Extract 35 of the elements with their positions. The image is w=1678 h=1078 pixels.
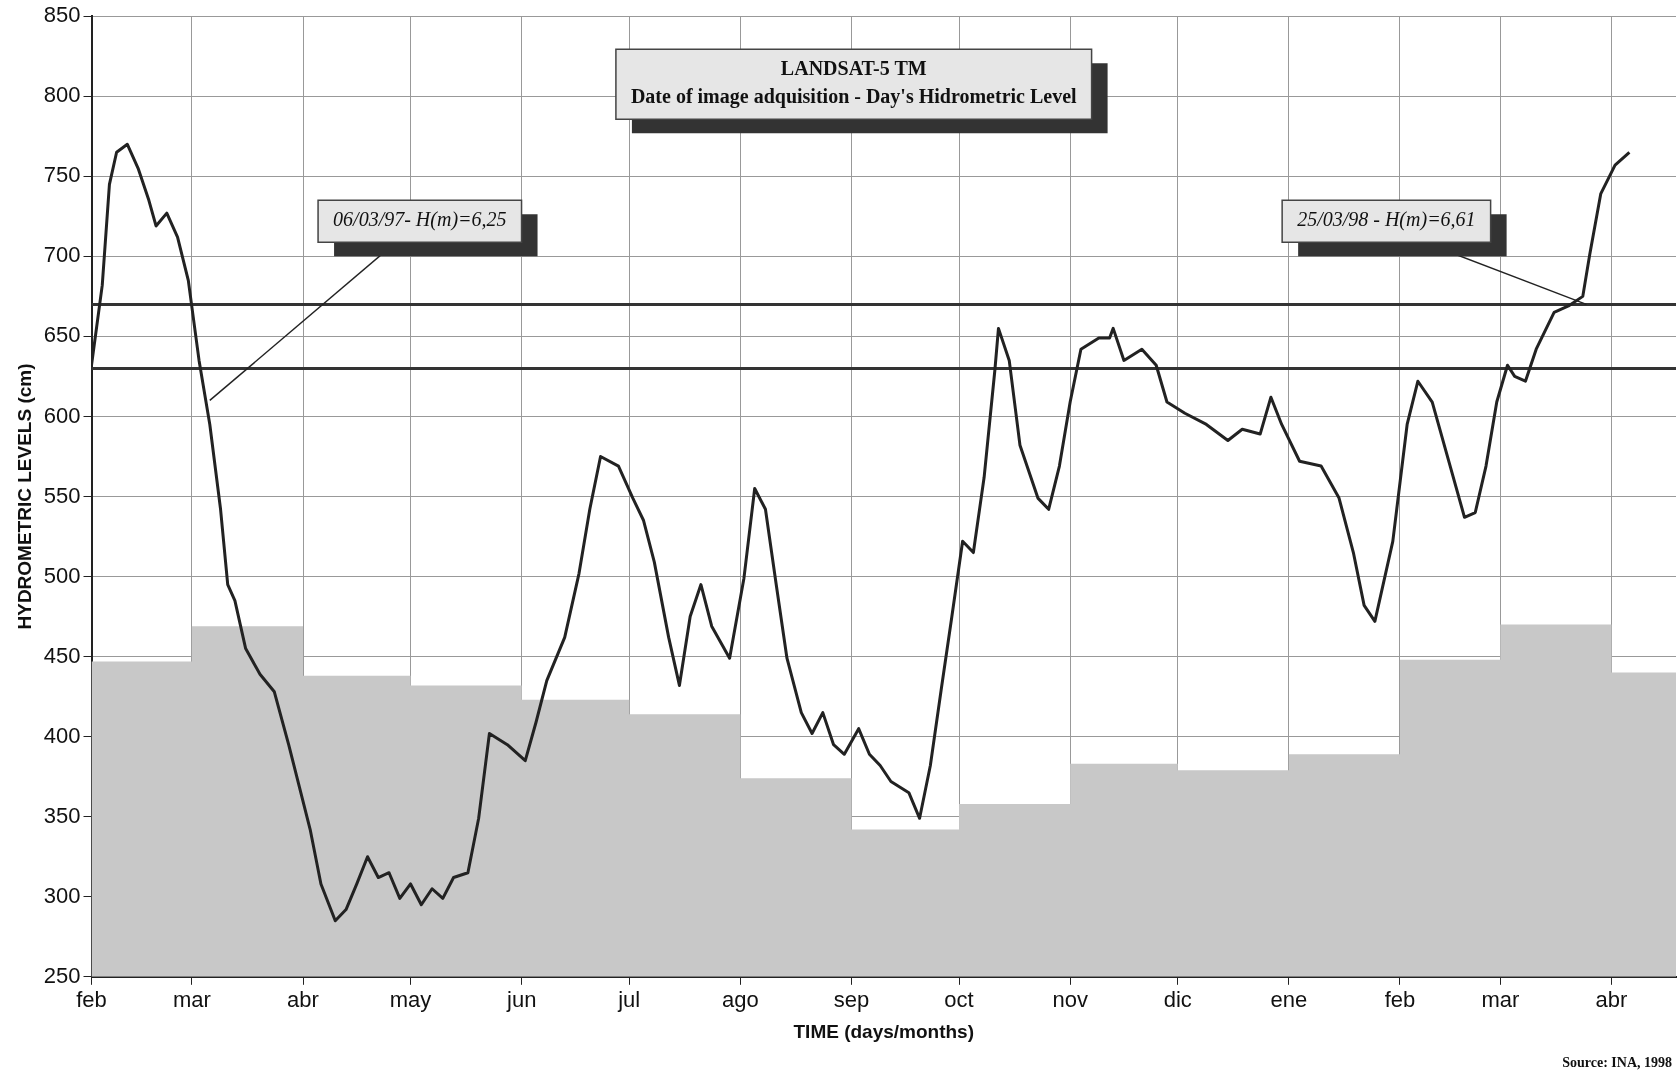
y-tick-label: 850 — [43, 2, 81, 28]
y-tick-label: 300 — [43, 882, 81, 908]
annotation: 06/03/97- H(m)=6,25 — [333, 208, 507, 232]
y-tick-label: 550 — [43, 482, 81, 508]
y-tick-label: 450 — [43, 642, 81, 668]
x-tick-label: ago — [722, 987, 759, 1013]
annotation: 25/03/98 - H(m)=6,61 — [1297, 208, 1476, 232]
x-tick-label: may — [389, 987, 432, 1013]
source-note: Source: INA, 1998 — [1562, 1054, 1672, 1070]
x-tick-label: nov — [1052, 987, 1088, 1013]
y-tick-label: 650 — [43, 322, 81, 348]
text: LANDSAT-5 TM — [780, 57, 927, 80]
x-tick-label: sep — [833, 987, 870, 1013]
x-tick-label: jun — [506, 987, 537, 1013]
x-tick-label: feb — [1384, 987, 1416, 1013]
y-tick-label: 750 — [43, 162, 81, 188]
x-tick-label: dic — [1163, 987, 1192, 1013]
x-tick-label: oct — [944, 987, 974, 1013]
x-tick-label: abr — [287, 987, 319, 1013]
x-tick-label: mar — [172, 987, 211, 1013]
x-tick-label: jul — [617, 987, 641, 1013]
y-tick-label: 500 — [43, 562, 81, 588]
y-axis-title: HYDROMETRIC LEVELS (cm) — [13, 363, 35, 630]
text: Date of image adquisition - Day's Hidrometric Level — [630, 85, 1078, 109]
x-tick-label: abr — [1595, 987, 1628, 1013]
y-tick-label: 400 — [43, 722, 81, 748]
y-tick-label: 700 — [43, 242, 81, 268]
y-tick-label: 600 — [43, 402, 81, 428]
x-axis-title: TIME (days/months) — [793, 1020, 975, 1042]
x-tick-label: mar — [1481, 987, 1520, 1013]
y-tick-label: 800 — [43, 82, 81, 108]
y-tick-label: 350 — [43, 802, 81, 828]
x-tick-label: feb — [76, 987, 107, 1013]
y-tick-label: 250 — [43, 962, 81, 988]
x-tick-label: ene — [1270, 987, 1308, 1013]
